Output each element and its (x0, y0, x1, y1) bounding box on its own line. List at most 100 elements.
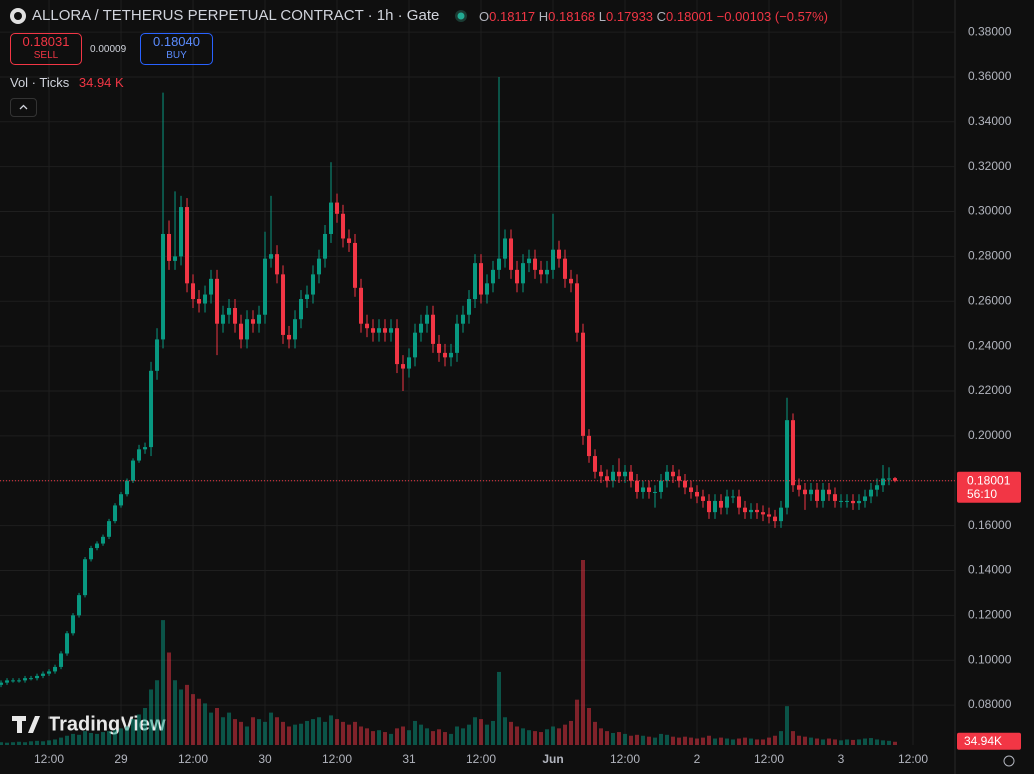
volume-bar (611, 732, 616, 745)
buy-button[interactable]: 0.18040 BUY (140, 33, 213, 65)
volume-bar (197, 698, 202, 745)
candle-body (149, 370, 154, 448)
volume-bar (707, 735, 712, 745)
candle-body (557, 249, 562, 259)
candle-body (503, 238, 508, 259)
candle-body (689, 487, 694, 492)
candle-body (521, 263, 526, 284)
candle-body (17, 680, 22, 682)
candle-body (545, 269, 550, 275)
symbol-title: ALLORA / TETHERUS PERPETUAL CONTRACT · 1… (32, 7, 440, 24)
volume-bar (719, 737, 724, 745)
volume-bar (497, 671, 502, 745)
candle-body (473, 263, 478, 300)
candle-body (263, 258, 268, 315)
candle-body (449, 352, 454, 358)
ohlc-legend: O0.18117 H0.18168 L0.17933 C0.18001 −0.0… (479, 9, 828, 24)
label: O (479, 9, 490, 24)
volume-bar (671, 736, 676, 745)
candle-body (701, 496, 706, 501)
candle-body (731, 496, 736, 498)
volume-bar (563, 724, 568, 745)
candle-body (671, 471, 676, 477)
candle-body (593, 456, 598, 472)
candle-body (53, 666, 58, 672)
volume-bar (107, 731, 112, 745)
candle-body (485, 283, 490, 295)
volume-bar (683, 736, 688, 745)
candle-body (479, 263, 484, 295)
candle-body (863, 496, 868, 501)
volume-bar (431, 731, 436, 745)
volume-bar (737, 738, 742, 745)
volume-bar (131, 719, 136, 745)
volume-bar (641, 735, 646, 745)
label: C (656, 9, 667, 24)
watermark-text: TradingView (48, 713, 166, 735)
candle-body (587, 435, 592, 457)
volume-bar (857, 739, 862, 745)
candle-body (491, 269, 496, 284)
candle-body (23, 678, 28, 681)
candle-body (893, 478, 898, 481)
y-tick-label: 0.24000 (968, 338, 1012, 352)
volume-bar (269, 712, 274, 745)
volume-bar (233, 719, 238, 745)
sell-label: SELL (33, 50, 59, 61)
symbol-logo (10, 8, 26, 24)
label: L (598, 9, 607, 24)
volume-bar (191, 694, 196, 745)
volume-bar (293, 724, 298, 745)
candle-body (377, 328, 382, 333)
volume-bar (329, 715, 334, 745)
candle-body (623, 471, 628, 477)
volume-bar (755, 739, 760, 745)
candle-body (443, 352, 448, 358)
value: 0.18001 (666, 9, 714, 24)
volume-bar (371, 731, 376, 745)
candle-body (203, 294, 208, 304)
volume-bar (11, 742, 16, 745)
volume-bar (785, 706, 790, 745)
candle-body (95, 543, 100, 549)
candle-body (761, 512, 766, 515)
volume-bar (377, 730, 382, 745)
candle-body (137, 449, 142, 461)
collapse-button[interactable] (10, 98, 37, 117)
volume-bar (323, 721, 328, 745)
candle-body (419, 323, 424, 333)
volume-bar (461, 728, 466, 745)
last-price-tag (957, 471, 1021, 503)
candle-body (107, 521, 112, 537)
candle-body (29, 678, 34, 680)
candle-body (767, 514, 772, 517)
candles (0, 76, 898, 688)
y-tick-label: 0.12000 (968, 608, 1012, 622)
candle-body (275, 254, 280, 275)
volume-bar (245, 726, 250, 745)
candle-body (395, 328, 400, 365)
x-tick-label: 12:00 (34, 752, 64, 766)
candle-body (569, 278, 574, 284)
x-tick-label: 2 (694, 752, 701, 766)
sell-button[interactable]: 0.18031 SELL (10, 33, 82, 65)
x-tick-label: 3 (838, 752, 845, 766)
candle-body (89, 548, 94, 560)
volume-bar (893, 741, 898, 745)
volume-title: Vol · Ticks (10, 75, 70, 90)
volume-bar (83, 731, 88, 745)
volume-bar (533, 731, 538, 745)
candle-body (299, 299, 304, 320)
y-tick-label: 0.30000 (968, 204, 1012, 218)
candle-body (371, 328, 376, 333)
settings-icon[interactable] (1003, 755, 1015, 767)
candle-body (821, 489, 826, 501)
volume-bar (407, 730, 412, 745)
volume-bar (767, 737, 772, 745)
candle-body (401, 364, 406, 369)
candle-body (617, 471, 622, 477)
y-tick-label: 0.36000 (968, 69, 1012, 83)
volume-bar (875, 739, 880, 745)
volume-bar (419, 724, 424, 745)
volume-bar (677, 737, 682, 745)
